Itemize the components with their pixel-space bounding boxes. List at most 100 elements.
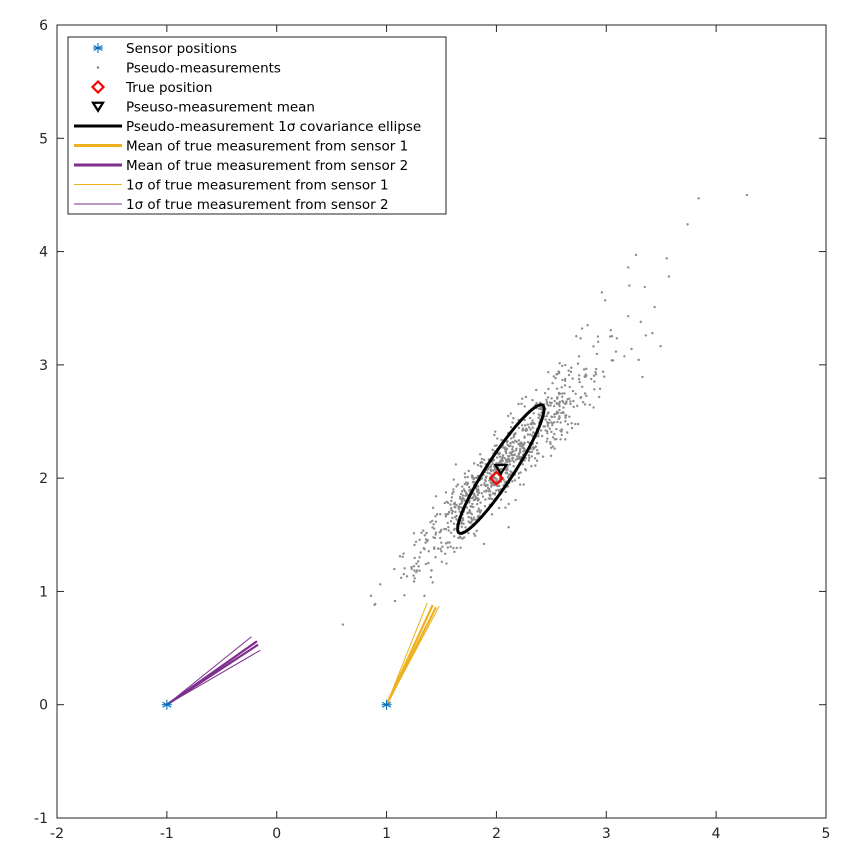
pseudo-measurement-point (520, 424, 524, 427)
pseudo-measurement-point (577, 377, 581, 381)
pseudo-measurement-point (593, 380, 596, 383)
pseudo-measurement-point (509, 442, 512, 445)
pseudo-measurement-point (574, 422, 577, 426)
pseudo-measurement-point (540, 434, 544, 438)
legend-label: Pseuso-measurement mean (126, 100, 315, 116)
pseudo-measurement-point (597, 395, 601, 399)
pseudo-measurement-point (430, 519, 434, 523)
pseudo-measurement-point (431, 506, 435, 510)
pseudo-measurement-point (536, 448, 539, 452)
pseudo-measurement-point (427, 550, 431, 553)
pseudo-measurement-point (420, 531, 423, 534)
pseudo-measurement-point (459, 492, 463, 496)
pseudo-measurement-point (526, 433, 530, 436)
pseudo-measurement-point (615, 337, 619, 340)
pseudo-measurement-point (475, 529, 478, 533)
pseudo-measurement-point (464, 494, 467, 497)
pseudo-measurement-point (459, 536, 462, 539)
pseudo-measurement-point (483, 505, 487, 508)
pseudo-measurement-point (546, 424, 550, 428)
sensor-position-marker (161, 699, 172, 710)
pseudo-measurement-point (480, 492, 484, 495)
pseudo-measurement-point (563, 377, 567, 381)
pseudo-measurement-point (449, 520, 453, 523)
pseudo-measurement-point (452, 478, 455, 481)
pseudo-measurement-point (471, 502, 474, 506)
pseudo-measurement-point (523, 405, 526, 408)
pseudo-measurement-point (526, 440, 530, 444)
pseudo-measurement-point (474, 497, 478, 500)
pseudo-measurement-point (611, 359, 615, 362)
pseudo-measurement-point (446, 513, 449, 516)
pseudo-measurement-point (552, 375, 556, 378)
pseudo-measurement-point (402, 572, 406, 576)
pseudo-measurement-point (487, 467, 490, 471)
legend-sensor-icon (93, 43, 103, 53)
pseudo-measurement-point (569, 400, 572, 403)
pseudo-measurement-point (445, 562, 448, 565)
pseudo-measurement-point (522, 443, 526, 446)
pseudo-measurement-point (476, 493, 480, 497)
pseudo-measurement-point (480, 465, 483, 468)
pseudo-measurement-point (563, 392, 566, 395)
pseudo-measurement-point (531, 431, 535, 434)
pseudo-measurement-point (469, 516, 473, 519)
pseudo-measurement-point (495, 444, 498, 447)
pseudo-measurement-point (467, 486, 471, 489)
pseudo-measurement-point (461, 485, 464, 488)
pseudo-measurement-point (477, 491, 481, 495)
pseudo-measurement-point (537, 416, 540, 419)
legend: Sensor positions Pseudo-measurements True … (67, 36, 447, 215)
pseudo-measurement-point (480, 483, 483, 487)
pseudo-measurement-point (583, 403, 587, 406)
pseudo-measurement-point (505, 468, 509, 472)
pseudo-measurement-point (564, 414, 567, 418)
pseudo-measurement-point (470, 513, 474, 516)
pseudo-measurement-point (536, 452, 539, 455)
pseudo-measurement-point (535, 459, 539, 462)
pseudo-measurement-point (434, 520, 438, 523)
pseudo-measurement-point (506, 443, 509, 446)
pseudo-measurement-point (609, 329, 612, 332)
pseudo-measurement-point (601, 370, 605, 373)
pseudo-measurement-point (461, 537, 464, 540)
pseudo-measurement-point (529, 428, 532, 431)
pseudo-measurement-point (592, 406, 595, 409)
pseudo-measurement-point (497, 506, 501, 510)
pseudo-measurement-point (424, 562, 428, 566)
pseudo-measurement-point (551, 436, 555, 439)
pseudo-measurement-point (585, 367, 588, 371)
pseudo-measurement-point (562, 401, 565, 404)
pseudo-measurement-point (410, 565, 413, 569)
pseudo-measurement-point (560, 386, 563, 389)
pseudo-measurement-point (469, 521, 472, 524)
pseudo-measurement-point (561, 392, 564, 395)
pseudo-measurement-point (439, 547, 442, 551)
pseudo-measurement-point (517, 439, 521, 442)
pseudo-measurement-point (572, 405, 575, 409)
pseudo-measurement-point (518, 449, 522, 453)
pseudo-measurement-point (478, 511, 482, 514)
pseudo-measurement-point (460, 506, 463, 509)
pseudo-measurement-point (419, 551, 422, 554)
pseudo-measurement-point (509, 470, 512, 473)
pseudo-measurement-point (476, 515, 480, 518)
pseudo-measurement-point (429, 576, 433, 579)
pseudo-measurement-point (467, 469, 470, 473)
pseudo-measurement-point (630, 347, 633, 351)
pseudo-measurement-point (451, 510, 455, 513)
pseudo-measurement-point (460, 522, 463, 525)
x-tick-label: -2 (50, 826, 64, 842)
pseudo-measurement-point (549, 441, 552, 444)
sensor2-sigma-line (166, 636, 252, 706)
pseudo-measurement-point (577, 374, 581, 377)
pseudo-measurement-point (545, 414, 548, 418)
pseudo-measurement-point (561, 410, 565, 414)
pseudo-measurement-point (667, 275, 671, 278)
pseudo-measurement-point (511, 421, 514, 424)
pseudo-measurement-point (425, 531, 428, 535)
pseudo-measurement-point (579, 395, 583, 399)
pseudo-measurement-point (482, 542, 486, 546)
pseudo-measurement-point (527, 454, 531, 457)
pseudo-measurement-point (445, 500, 449, 504)
